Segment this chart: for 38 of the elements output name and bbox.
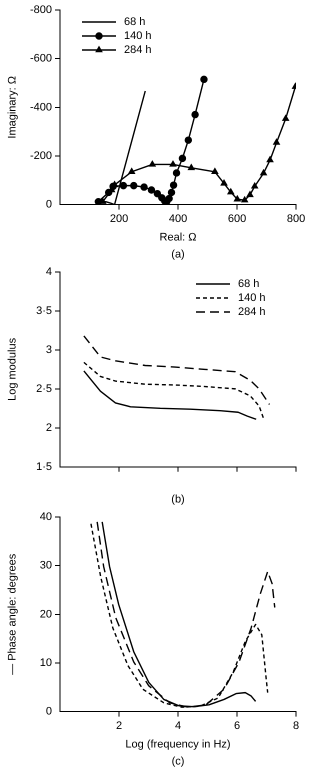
y-tick-label: 3·5	[36, 304, 52, 317]
legend-label: 284 h	[238, 306, 266, 318]
y-tick-label: 3	[46, 344, 52, 356]
y-tick-label: 30	[40, 560, 52, 572]
legend-label: 140 h	[124, 30, 152, 42]
y-axis-title: Log modulus	[6, 337, 19, 401]
y-tick-label: -800	[30, 4, 52, 16]
legend-label: 68 h	[238, 278, 260, 290]
y-tick-label: 40	[40, 511, 52, 524]
y-tick-label: 2·5	[36, 382, 52, 395]
legend-label: 140 h	[238, 292, 266, 304]
legend-label: 284 h	[124, 44, 152, 56]
x-tick-label: 600	[228, 213, 246, 226]
x-tick-label: 8	[292, 720, 300, 732]
y-tick-label: -600	[30, 52, 52, 65]
y-tick-label: 0	[46, 706, 52, 718]
x-tick-label: 800	[286, 213, 306, 226]
y-tick-label: 0	[46, 198, 52, 211]
y-tick-label: 10	[40, 656, 52, 669]
y-tick-label: -200	[30, 150, 52, 162]
text: (c)	[172, 756, 184, 768]
y-tick-label: 4	[46, 266, 52, 278]
x-tick-label: 4	[174, 720, 182, 732]
y-tick-label: 1·5	[36, 460, 52, 473]
x-tick-label: 6	[234, 720, 240, 732]
x-tick-label: 200	[110, 213, 128, 226]
text: (b)	[171, 494, 185, 506]
text: (a)	[171, 248, 185, 261]
y-tick-label: 20	[40, 608, 52, 620]
y-tick-label: -400	[30, 101, 52, 114]
x-axis-title: Log (frequency in Hz)	[125, 738, 231, 750]
x-axis-title: Real: Ω	[160, 231, 196, 244]
x-tick-label: 400	[168, 213, 188, 226]
x-tick-label: 2	[116, 720, 122, 732]
y-axis-title: Imaginary: Ω	[6, 76, 19, 139]
y-tick-label: 2	[46, 422, 52, 434]
y-axis-title: — Phase angle: degrees	[6, 553, 19, 675]
legend-label: 68 h	[124, 16, 146, 28]
